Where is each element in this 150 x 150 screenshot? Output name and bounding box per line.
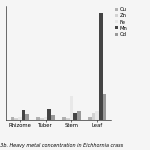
Bar	[66, 118, 69, 120]
Bar	[11, 117, 14, 120]
Bar	[73, 113, 77, 120]
Bar	[14, 118, 18, 120]
Bar	[26, 114, 29, 120]
Bar	[103, 94, 106, 120]
Bar	[22, 110, 26, 120]
Bar	[48, 109, 51, 120]
Bar	[51, 115, 55, 120]
Bar	[92, 113, 95, 120]
Bar	[40, 118, 44, 120]
Bar	[69, 96, 73, 120]
Bar	[95, 111, 99, 120]
Text: Fig. 3b. Heavy metal concentration in Eichhornia crass: Fig. 3b. Heavy metal concentration in Ei…	[0, 144, 124, 148]
Bar	[88, 117, 92, 120]
Bar	[18, 117, 22, 120]
Bar	[99, 13, 103, 120]
Bar	[77, 111, 81, 120]
Bar	[62, 117, 66, 120]
Legend: Cu, Zn, Fe, Mn, Cd: Cu, Zn, Fe, Mn, Cd	[115, 6, 128, 38]
Bar	[36, 117, 40, 120]
Bar	[44, 117, 48, 120]
